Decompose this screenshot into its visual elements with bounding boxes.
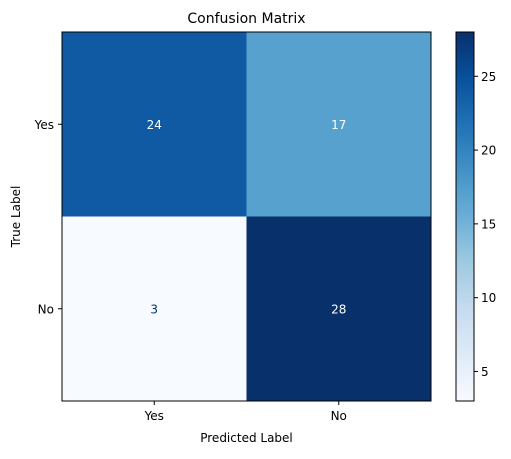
colorbar-tick-label: 15 bbox=[481, 217, 496, 231]
heatmap-cell bbox=[246, 216, 431, 401]
colorbar-ticks: 5 10 15 20 25 bbox=[474, 70, 496, 379]
x-tick-label: Yes bbox=[144, 409, 164, 423]
heatmap-cell bbox=[62, 32, 247, 217]
colorbar-tick-label: 20 bbox=[481, 144, 496, 158]
y-tick-label: Yes bbox=[34, 118, 54, 132]
y-axis: Yes No bbox=[34, 118, 62, 316]
heatmap-cell bbox=[62, 216, 247, 401]
x-axis: Yes No bbox=[144, 401, 347, 423]
x-axis-label: Predicted Label bbox=[200, 431, 293, 445]
heatmap-cells bbox=[62, 32, 431, 401]
y-tick-label: No bbox=[38, 302, 54, 316]
plot-frame bbox=[61, 31, 432, 402]
y-axis-label: True Label bbox=[9, 186, 23, 249]
heatmap-cell bbox=[246, 32, 431, 217]
x-tick-label: No bbox=[331, 409, 347, 423]
cell-value-label: 28 bbox=[331, 302, 346, 316]
cell-value-labels: 24 17 3 28 bbox=[147, 118, 347, 317]
colorbar-tick-label: 25 bbox=[481, 70, 496, 84]
colorbar-tick-label: 10 bbox=[481, 291, 496, 305]
chart-title: Confusion Matrix bbox=[187, 11, 305, 27]
cell-value-label: 17 bbox=[331, 118, 346, 132]
colorbar-tick-label: 5 bbox=[481, 365, 489, 379]
colorbar bbox=[455, 31, 475, 402]
cell-value-label: 3 bbox=[150, 302, 158, 316]
cell-value-label: 24 bbox=[147, 118, 162, 132]
